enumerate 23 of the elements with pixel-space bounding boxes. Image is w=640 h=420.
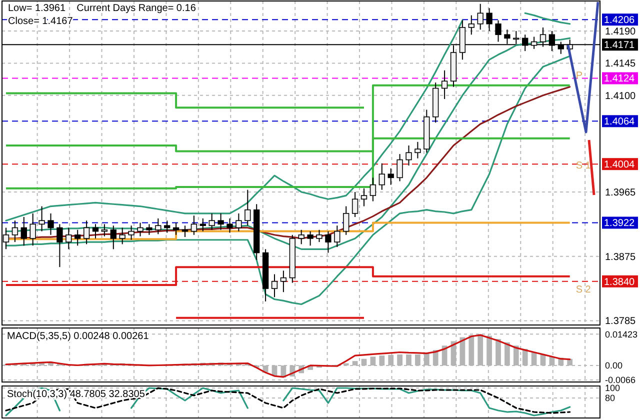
y-tick-label: 1.4145: [605, 58, 636, 70]
annotation: Low= 1.3961 Current Days Range= 0.16: [8, 3, 196, 14]
y-tick-label: 1.3965: [605, 187, 636, 198]
y-tick-label: 0.01423: [605, 329, 638, 340]
text: P: [576, 70, 583, 82]
y-tick-label: 1.4190: [605, 26, 636, 38]
y-tick-label: 80: [605, 393, 616, 404]
y-tick-label: 0.00: [605, 360, 623, 371]
y-tick-label: 1.3785: [605, 316, 636, 328]
ref-line-label: 1.4124: [604, 74, 636, 85]
y-tick-label: 100: [605, 383, 620, 394]
ref-line-label: 1.4064: [604, 116, 636, 128]
chart-title: MACD(5,35,5) 0.00248 0.00261: [7, 331, 150, 342]
ref-line-label: 1.3840: [604, 276, 636, 288]
y-tick-label: -0.0066: [605, 375, 636, 386]
text: S 1: [576, 160, 592, 172]
y-tick-label: 1.4100: [605, 90, 636, 102]
ref-line-label: 1.4206: [604, 15, 636, 26]
ref-line-label: 1.3922: [604, 218, 636, 230]
y-tick-label: 1.3875: [605, 252, 636, 263]
text: S 2: [576, 284, 592, 296]
ref-line-label: 1.4004: [604, 160, 636, 171]
ref-line-label: 1.4171: [604, 40, 636, 52]
